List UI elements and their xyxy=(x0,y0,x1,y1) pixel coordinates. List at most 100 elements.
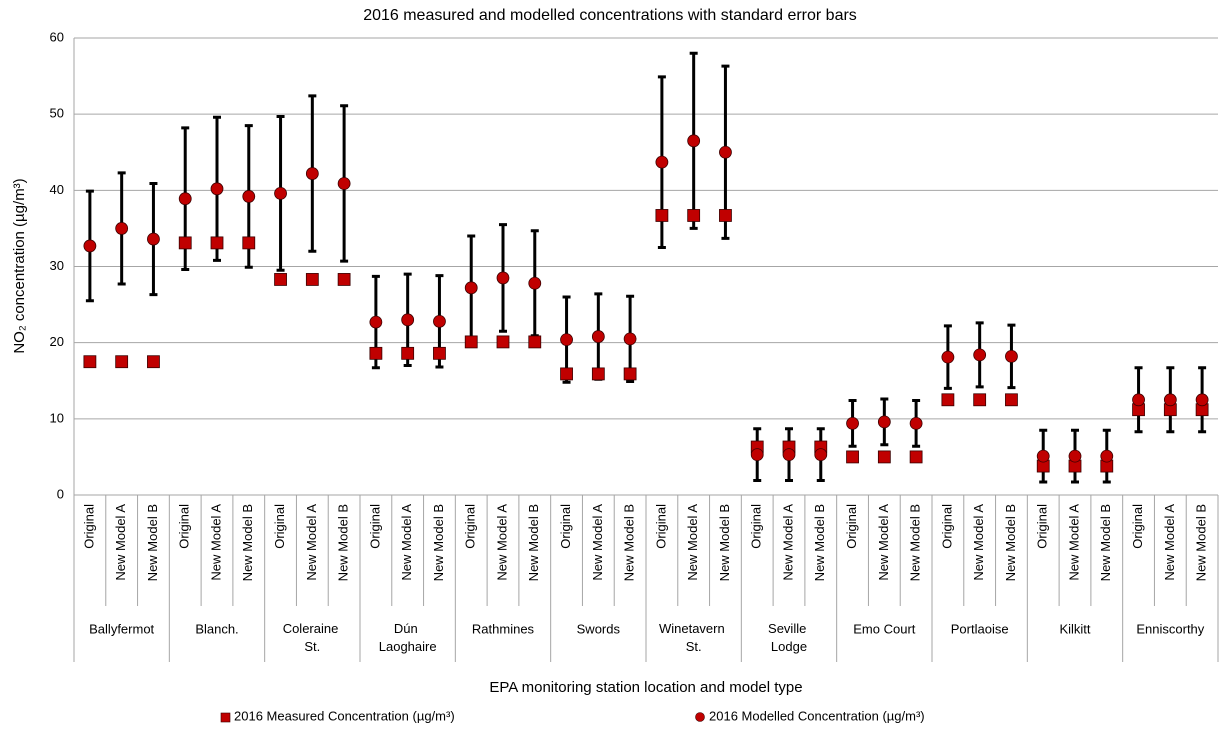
y-tick-label: 50 xyxy=(50,106,64,121)
circle-marker xyxy=(369,315,383,329)
y-tick-label: 10 xyxy=(50,410,64,425)
legend-label: 2016 Modelled Concentration (µg/m³) xyxy=(709,708,925,723)
circle-marker xyxy=(274,186,287,200)
circle-marker xyxy=(1005,349,1018,363)
group-label: Rathmines xyxy=(472,621,535,636)
circle-marker xyxy=(528,276,542,290)
group-label: Ballyfermot xyxy=(89,621,154,636)
group-label: Swords xyxy=(577,621,621,636)
square-marker xyxy=(369,346,383,360)
x-tick-label: Original xyxy=(272,504,287,549)
x-tick-label: Original xyxy=(177,504,192,549)
square-marker xyxy=(337,273,351,286)
square-marker xyxy=(496,335,510,349)
square-marker xyxy=(623,367,637,381)
circle-marker xyxy=(305,167,319,180)
x-tick-label: New Model A xyxy=(399,504,414,581)
square-marker xyxy=(528,335,542,349)
x-tick-label: New Model B xyxy=(812,504,827,581)
circle-marker xyxy=(1036,449,1050,463)
group-label: Emo Court xyxy=(853,621,916,636)
x-tick-label: New Model A xyxy=(208,504,223,581)
x-tick-label: New Model B xyxy=(1194,504,1209,581)
square-marker xyxy=(433,346,446,360)
x-tick-label: Original xyxy=(653,504,668,549)
x-tick-label: Original xyxy=(367,504,382,549)
square-marker xyxy=(115,355,129,369)
circle-marker xyxy=(655,155,669,169)
x-tick-label: New Model A xyxy=(304,504,319,581)
circle-marker xyxy=(909,417,923,430)
group-label: Winetavern St. xyxy=(659,621,728,654)
group-label: Seville Lodge xyxy=(768,621,810,654)
x-tick-label: New Model A xyxy=(494,504,509,581)
x-tick-label: New Model B xyxy=(1098,504,1113,581)
square-marker xyxy=(877,450,891,464)
circle-marker xyxy=(973,348,987,362)
y-axis-title: NO₂ concentration (µg/m³) xyxy=(11,178,28,353)
circle-marker xyxy=(1132,393,1145,407)
square-marker xyxy=(687,209,701,222)
square-marker xyxy=(464,335,478,349)
chart-title: 2016 measured and modelled concentration… xyxy=(363,7,857,24)
square-marker xyxy=(1005,393,1018,407)
x-tick-label: New Model A xyxy=(971,504,986,581)
square-marker xyxy=(83,355,97,369)
circle-marker xyxy=(941,350,955,364)
square-marker xyxy=(178,236,192,250)
circle-marker xyxy=(210,182,224,196)
square-marker xyxy=(242,236,256,250)
square-marker xyxy=(973,393,987,407)
circle-marker xyxy=(433,314,446,328)
circle-marker xyxy=(591,330,605,343)
y-tick-label: 20 xyxy=(50,334,64,349)
x-tick-label: New Model A xyxy=(1162,504,1177,581)
circle-marker xyxy=(1195,393,1209,407)
legend-swatch xyxy=(220,712,231,723)
circle-marker xyxy=(496,271,510,285)
circle-marker xyxy=(83,239,97,253)
group-label: Coleraine St. xyxy=(283,621,342,654)
square-marker xyxy=(591,367,605,381)
x-axis-title: EPA monitoring station location and mode… xyxy=(489,679,802,696)
circle-marker xyxy=(623,332,637,346)
y-tick-label: 0 xyxy=(57,486,64,501)
circle-marker xyxy=(719,145,732,159)
circle-marker xyxy=(178,192,192,206)
square-marker xyxy=(147,355,160,369)
x-tick-label: New Model A xyxy=(590,504,605,581)
circle-marker xyxy=(560,333,573,347)
square-marker xyxy=(401,346,415,360)
group-label: Blanch. xyxy=(195,621,238,636)
x-tick-label: Original xyxy=(749,504,764,549)
square-marker xyxy=(941,393,955,407)
circle-marker xyxy=(846,417,859,430)
x-tick-label: Original xyxy=(939,504,954,549)
x-tick-label: Original xyxy=(558,504,573,549)
x-tick-label: New Model B xyxy=(240,504,255,581)
circle-marker xyxy=(750,448,764,462)
x-tick-label: New Model B xyxy=(622,504,637,581)
square-marker xyxy=(305,273,319,286)
x-tick-label: Original xyxy=(463,504,478,549)
square-marker xyxy=(560,367,573,381)
x-tick-label: New Model A xyxy=(113,504,128,581)
x-tick-label: Original xyxy=(81,504,96,549)
group-label: Dún Laoghaire xyxy=(379,621,437,654)
square-marker xyxy=(909,450,923,464)
x-tick-label: New Model B xyxy=(908,504,923,581)
group-label: Enniscorthy xyxy=(1136,621,1204,636)
x-tick-label: New Model B xyxy=(1003,504,1018,581)
x-tick-label: New Model B xyxy=(717,504,732,581)
legend-label: 2016 Measured Concentration (µg/m³) xyxy=(234,708,455,723)
square-marker xyxy=(846,450,859,464)
y-tick-label: 60 xyxy=(50,29,64,44)
x-tick-label: Original xyxy=(844,504,859,549)
square-marker xyxy=(655,209,669,222)
legend-swatch xyxy=(695,712,705,722)
circle-marker xyxy=(147,232,160,246)
circle-marker xyxy=(1163,393,1177,407)
square-marker xyxy=(274,273,287,286)
x-tick-label: New Model A xyxy=(876,504,891,581)
x-tick-label: New Model B xyxy=(431,504,446,581)
